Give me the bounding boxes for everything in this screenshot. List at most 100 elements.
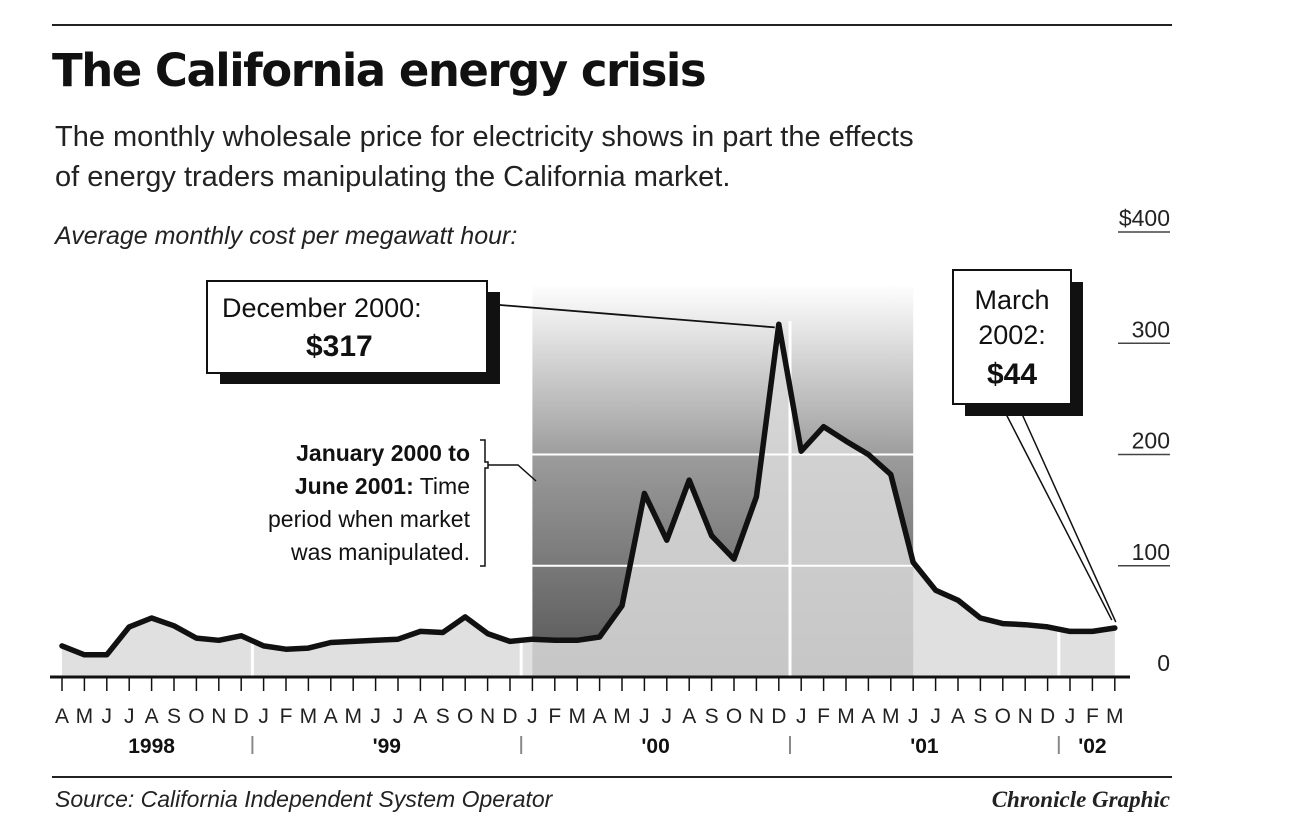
data-point-1999-05: [351, 639, 355, 643]
x-month-label: A: [145, 705, 159, 728]
x-year-label: '00: [641, 735, 669, 758]
data-point-2001-09: [978, 616, 982, 620]
x-month-label: M: [76, 705, 94, 728]
peak-callout-date: December 2000:: [222, 293, 422, 323]
y-tick-label: 100: [1132, 539, 1170, 565]
data-point-1999-09: [441, 631, 445, 634]
data-point-1998-12: [239, 634, 243, 638]
x-month-label: D: [771, 705, 786, 728]
period-note-leader: [488, 464, 537, 482]
data-point-2000-10: [732, 557, 736, 561]
data-point-2000-11: [754, 495, 758, 499]
x-month-label: S: [705, 705, 719, 728]
source-note: Source: California Independent System Op…: [55, 786, 553, 812]
x-month-label: A: [682, 705, 696, 728]
bottom-rule: [52, 776, 1172, 778]
x-month-label: M: [882, 705, 900, 728]
x-month-label: F: [280, 705, 293, 728]
data-point-2000-02: [553, 638, 557, 642]
x-month-label: J: [124, 705, 135, 728]
data-point-2001-04: [866, 453, 870, 456]
y-tick-label: 0: [1157, 650, 1170, 676]
x-month-label: O: [188, 705, 204, 728]
x-month-label: O: [726, 705, 742, 728]
data-point-1999-03: [306, 646, 310, 650]
data-point-1998-04: [60, 644, 64, 648]
latest-callout-value: $44: [987, 358, 1037, 391]
data-point-1998-11: [217, 638, 221, 642]
x-month-label: J: [796, 705, 807, 728]
x-month-label: N: [749, 705, 764, 728]
peak-callout-box: [206, 280, 488, 374]
x-month-label: D: [502, 705, 517, 728]
data-point-1999-10: [463, 615, 467, 619]
data-point-2000-12: [777, 322, 781, 326]
data-point-1998-08: [150, 616, 154, 620]
data-point-2001-03: [844, 439, 848, 443]
data-point-2000-04: [598, 635, 602, 639]
latest-leader-line-b: [1021, 413, 1117, 623]
period-note-line-4: was manipulated.: [290, 539, 470, 565]
data-point-2001-11: [1023, 623, 1027, 627]
x-month-label: M: [1106, 705, 1124, 728]
y-tick-label: 200: [1132, 428, 1170, 454]
x-month-label: A: [413, 705, 427, 728]
period-note-line-3: period when market: [268, 506, 471, 532]
x-month-label: A: [861, 705, 875, 728]
x-month-label: F: [548, 705, 561, 728]
data-point-1998-10: [194, 636, 198, 640]
x-month-label: S: [167, 705, 181, 728]
x-month-label: J: [393, 705, 404, 728]
data-point-2000-07: [665, 538, 669, 542]
data-point-1999-04: [329, 641, 333, 645]
data-point-1999-07: [396, 637, 400, 641]
latest-callout-year: 2002:: [978, 320, 1046, 350]
chart-title: The California energy crisis: [52, 44, 707, 97]
data-point-1999-01: [262, 644, 266, 648]
x-month-label: M: [568, 705, 586, 728]
top-rule: [52, 24, 1172, 26]
period-note-bracket: [480, 439, 489, 567]
data-point-1999-12: [508, 639, 512, 643]
period-note-line-2: June 2001: Time: [295, 473, 470, 499]
x-month-label: O: [457, 705, 473, 728]
data-point-2001-06: [911, 560, 915, 564]
data-point-2002-01: [1068, 629, 1072, 633]
data-point-2002-02: [1090, 629, 1094, 633]
data-point-2000-05: [620, 604, 624, 608]
x-year-label: '02: [1078, 735, 1106, 758]
x-month-label: A: [55, 705, 69, 728]
x-month-label: J: [930, 705, 941, 728]
data-point-2000-01: [530, 637, 534, 641]
graphic-credit: Chronicle Graphic: [991, 787, 1170, 812]
data-point-2001-07: [934, 588, 938, 592]
x-month-label: N: [480, 705, 495, 728]
latest-callout-month: March: [974, 285, 1049, 315]
latest-callout-box: [952, 269, 1072, 405]
x-year-label: '01: [910, 735, 939, 758]
y-tick-label: 300: [1132, 316, 1170, 342]
x-year-label: 1998: [128, 735, 175, 758]
x-month-label: A: [593, 705, 607, 728]
x-month-label: J: [102, 705, 113, 728]
data-point-1998-07: [127, 625, 131, 629]
data-point-1999-08: [418, 629, 422, 633]
x-month-label: M: [613, 705, 631, 728]
data-point-1998-06: [105, 653, 109, 657]
data-point-2001-01: [799, 449, 803, 453]
x-month-label: N: [1018, 705, 1033, 728]
x-month-label: J: [258, 705, 269, 728]
x-month-label: S: [436, 705, 450, 728]
x-month-label: J: [662, 705, 673, 728]
x-month-label: M: [837, 705, 855, 728]
data-point-1999-11: [486, 632, 490, 636]
x-month-label: M: [300, 705, 318, 728]
data-point-2000-06: [642, 491, 646, 495]
data-point-1999-02: [284, 647, 288, 651]
x-month-label: J: [1065, 705, 1076, 728]
data-point-2001-08: [956, 598, 960, 602]
data-point-2002-03: [1113, 626, 1117, 630]
x-month-label: J: [639, 705, 650, 728]
data-point-2001-02: [822, 425, 826, 429]
